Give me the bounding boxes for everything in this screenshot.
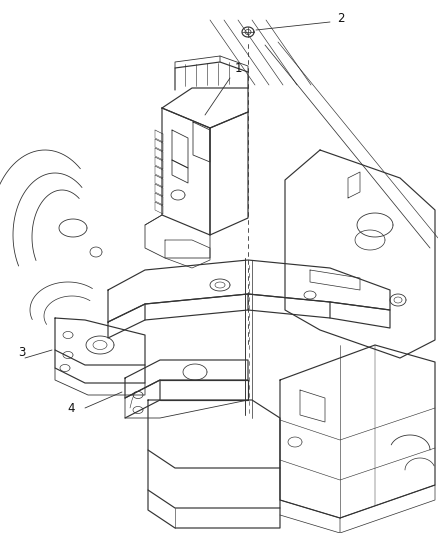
Text: 4: 4 [67, 401, 75, 415]
Text: 1: 1 [235, 61, 243, 75]
Text: 3: 3 [18, 345, 25, 359]
Text: 2: 2 [337, 12, 345, 25]
